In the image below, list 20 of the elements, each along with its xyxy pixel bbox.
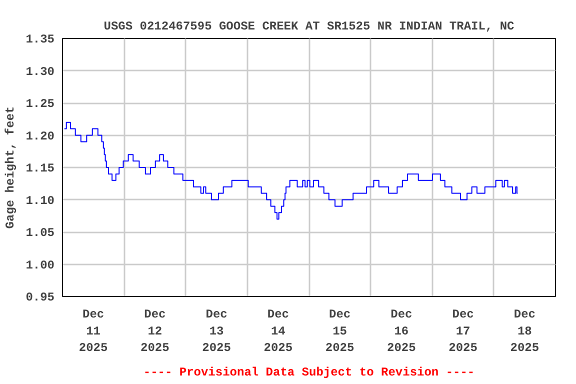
x-tick-label: Dec 11 2025 — [78, 308, 108, 356]
text: ---- Provisional Data Subject to Revision ---- — [143, 366, 475, 380]
y-tick-label: 1.10 — [26, 194, 55, 208]
y-tick-label: 1.05 — [26, 226, 55, 240]
x-tick-label: Dec 12 2025 — [140, 308, 170, 356]
y-tick-label: 1.35 — [26, 32, 55, 46]
y-tick-label: 1.25 — [26, 97, 55, 111]
y-axis-title: Gage height, feet — [4, 106, 18, 229]
y-tick-label: 1.20 — [26, 129, 55, 144]
x-tick-label: Dec 17 2025 — [448, 308, 478, 356]
x-tick-label: Dec 15 2025 — [325, 308, 354, 356]
x-tick-label: Dec 16 2025 — [387, 308, 416, 356]
y-tick-label: 1.30 — [26, 64, 55, 79]
x-tick-label: Dec 13 2025 — [202, 308, 231, 356]
x-tick-label: Dec 18 2025 — [510, 308, 540, 356]
x-tick-label: Dec 14 2025 — [264, 308, 293, 356]
y-tick-label: 0.95 — [26, 290, 55, 304]
y-tick-label: 1.00 — [26, 258, 55, 272]
y-tick-label: 1.15 — [26, 162, 55, 176]
chart-title: USGS 0212467595 GOOSE CREEK AT SR1525 NR INDIAN TRAIL, NC — [104, 20, 514, 34]
